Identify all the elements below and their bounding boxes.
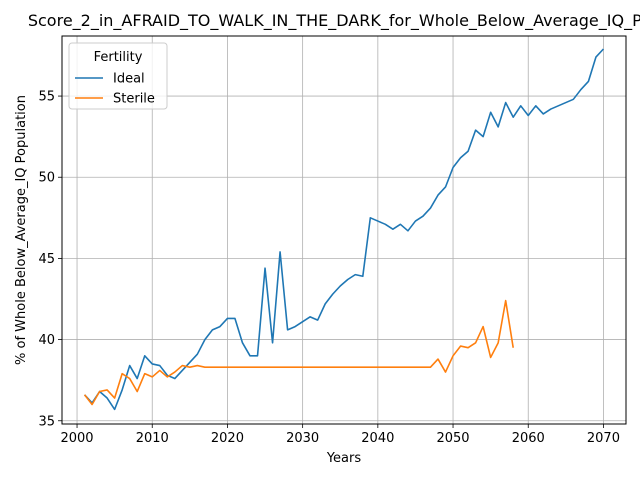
- y-tick-label: 55: [38, 90, 55, 105]
- axis-ticks: 2000 2010 2020 2030 2040 2050 2060 2070 35 40 45 50…: [38, 90, 620, 446]
- grid: [62, 36, 626, 424]
- chart-title: Score_2_in_AFRAID_TO_WALK_IN_THE_DARK_fo…: [28, 11, 640, 31]
- x-tick-label: 2000: [60, 431, 93, 446]
- y-tick-label: 50: [38, 171, 55, 186]
- x-axis-label: Years: [326, 451, 362, 466]
- x-tick-label: 2010: [136, 431, 169, 446]
- legend-entries: Ideal Sterile: [75, 72, 155, 107]
- x-tick-label: 2040: [361, 431, 394, 446]
- y-axis-label: % of Whole Below_Average_IQ Population: [14, 95, 29, 365]
- legend: Fertility Ideal Sterile: [68, 42, 168, 110]
- plot-frame: [61, 35, 627, 425]
- series-lines: [83, 48, 605, 411]
- legend-label-sterile: Sterile: [113, 92, 155, 107]
- legend-box: [68, 42, 168, 110]
- x-tick-label: 2060: [512, 431, 545, 446]
- y-tick-label: 35: [38, 414, 55, 429]
- series-line-ideal: [83, 48, 605, 411]
- series-line-sterile: [83, 299, 514, 406]
- y-tick-label: 40: [38, 333, 55, 348]
- legend-label-ideal: Ideal: [113, 72, 145, 87]
- x-tick-label: 2050: [436, 431, 469, 446]
- x-tick-label: 2020: [211, 431, 244, 446]
- x-tick-label: 2030: [286, 431, 319, 446]
- x-tick-label: 2070: [587, 431, 620, 446]
- y-tick-label: 45: [38, 252, 55, 267]
- legend-title: Fertility: [94, 50, 143, 65]
